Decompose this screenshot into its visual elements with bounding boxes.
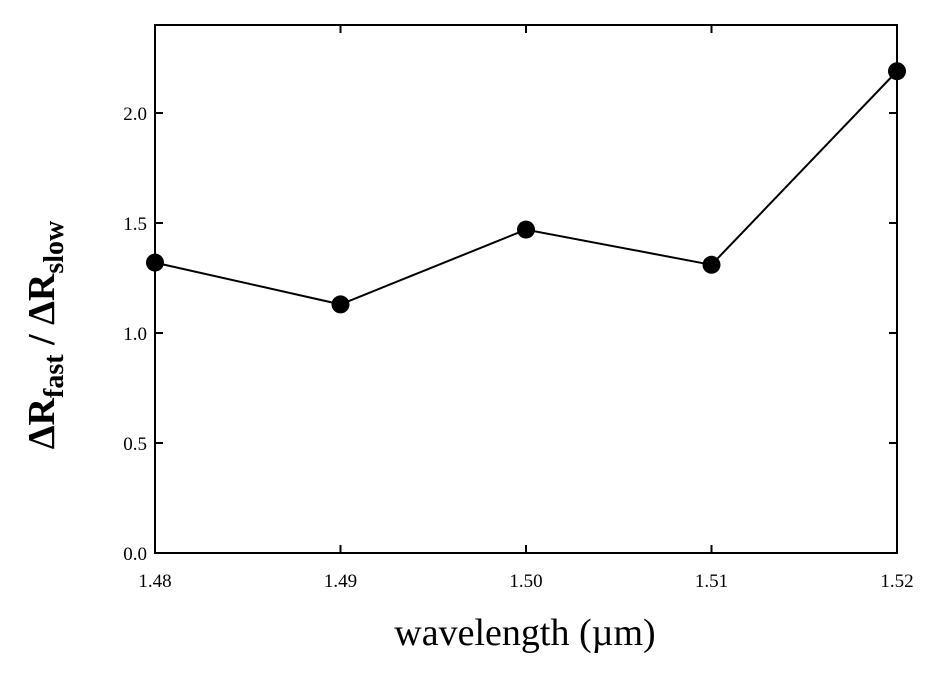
- y-tick-label: 1.5: [123, 214, 147, 235]
- series-layer: [146, 62, 906, 314]
- plot-frame: [154, 24, 898, 554]
- y-axis-tick-labels: 0.0 0.5 1.0 1.5 2.0: [123, 104, 147, 565]
- x-axis-title: wavelength (µm): [394, 612, 655, 654]
- plot-border: [154, 24, 898, 554]
- y-tick-label: 0.0: [123, 544, 147, 565]
- x-axis-tick-labels: 1.48 1.49 1.50 1.51 1.52: [138, 571, 913, 592]
- data-point: [517, 220, 535, 239]
- x-tick-label: 1.52: [880, 571, 913, 592]
- series-line: [154, 70, 898, 306]
- y-axis-title: ΔRfast / ΔRslow: [21, 220, 70, 449]
- x-axis-ticks: [154, 25, 898, 553]
- y-tick-label: 2.0: [123, 104, 147, 125]
- data-point: [146, 253, 164, 272]
- data-point: [702, 255, 721, 274]
- x-tick-label: 1.48: [138, 571, 171, 592]
- data-point: [888, 62, 906, 81]
- y-tick-label: 1.0: [123, 324, 147, 345]
- x-tick-label: 1.50: [509, 571, 542, 592]
- y-tick-label: 0.5: [123, 434, 147, 455]
- data-point: [331, 295, 350, 314]
- y-axis-ticks: [155, 112, 897, 554]
- x-tick-label: 1.49: [324, 571, 357, 592]
- x-tick-label: 1.51: [695, 571, 728, 592]
